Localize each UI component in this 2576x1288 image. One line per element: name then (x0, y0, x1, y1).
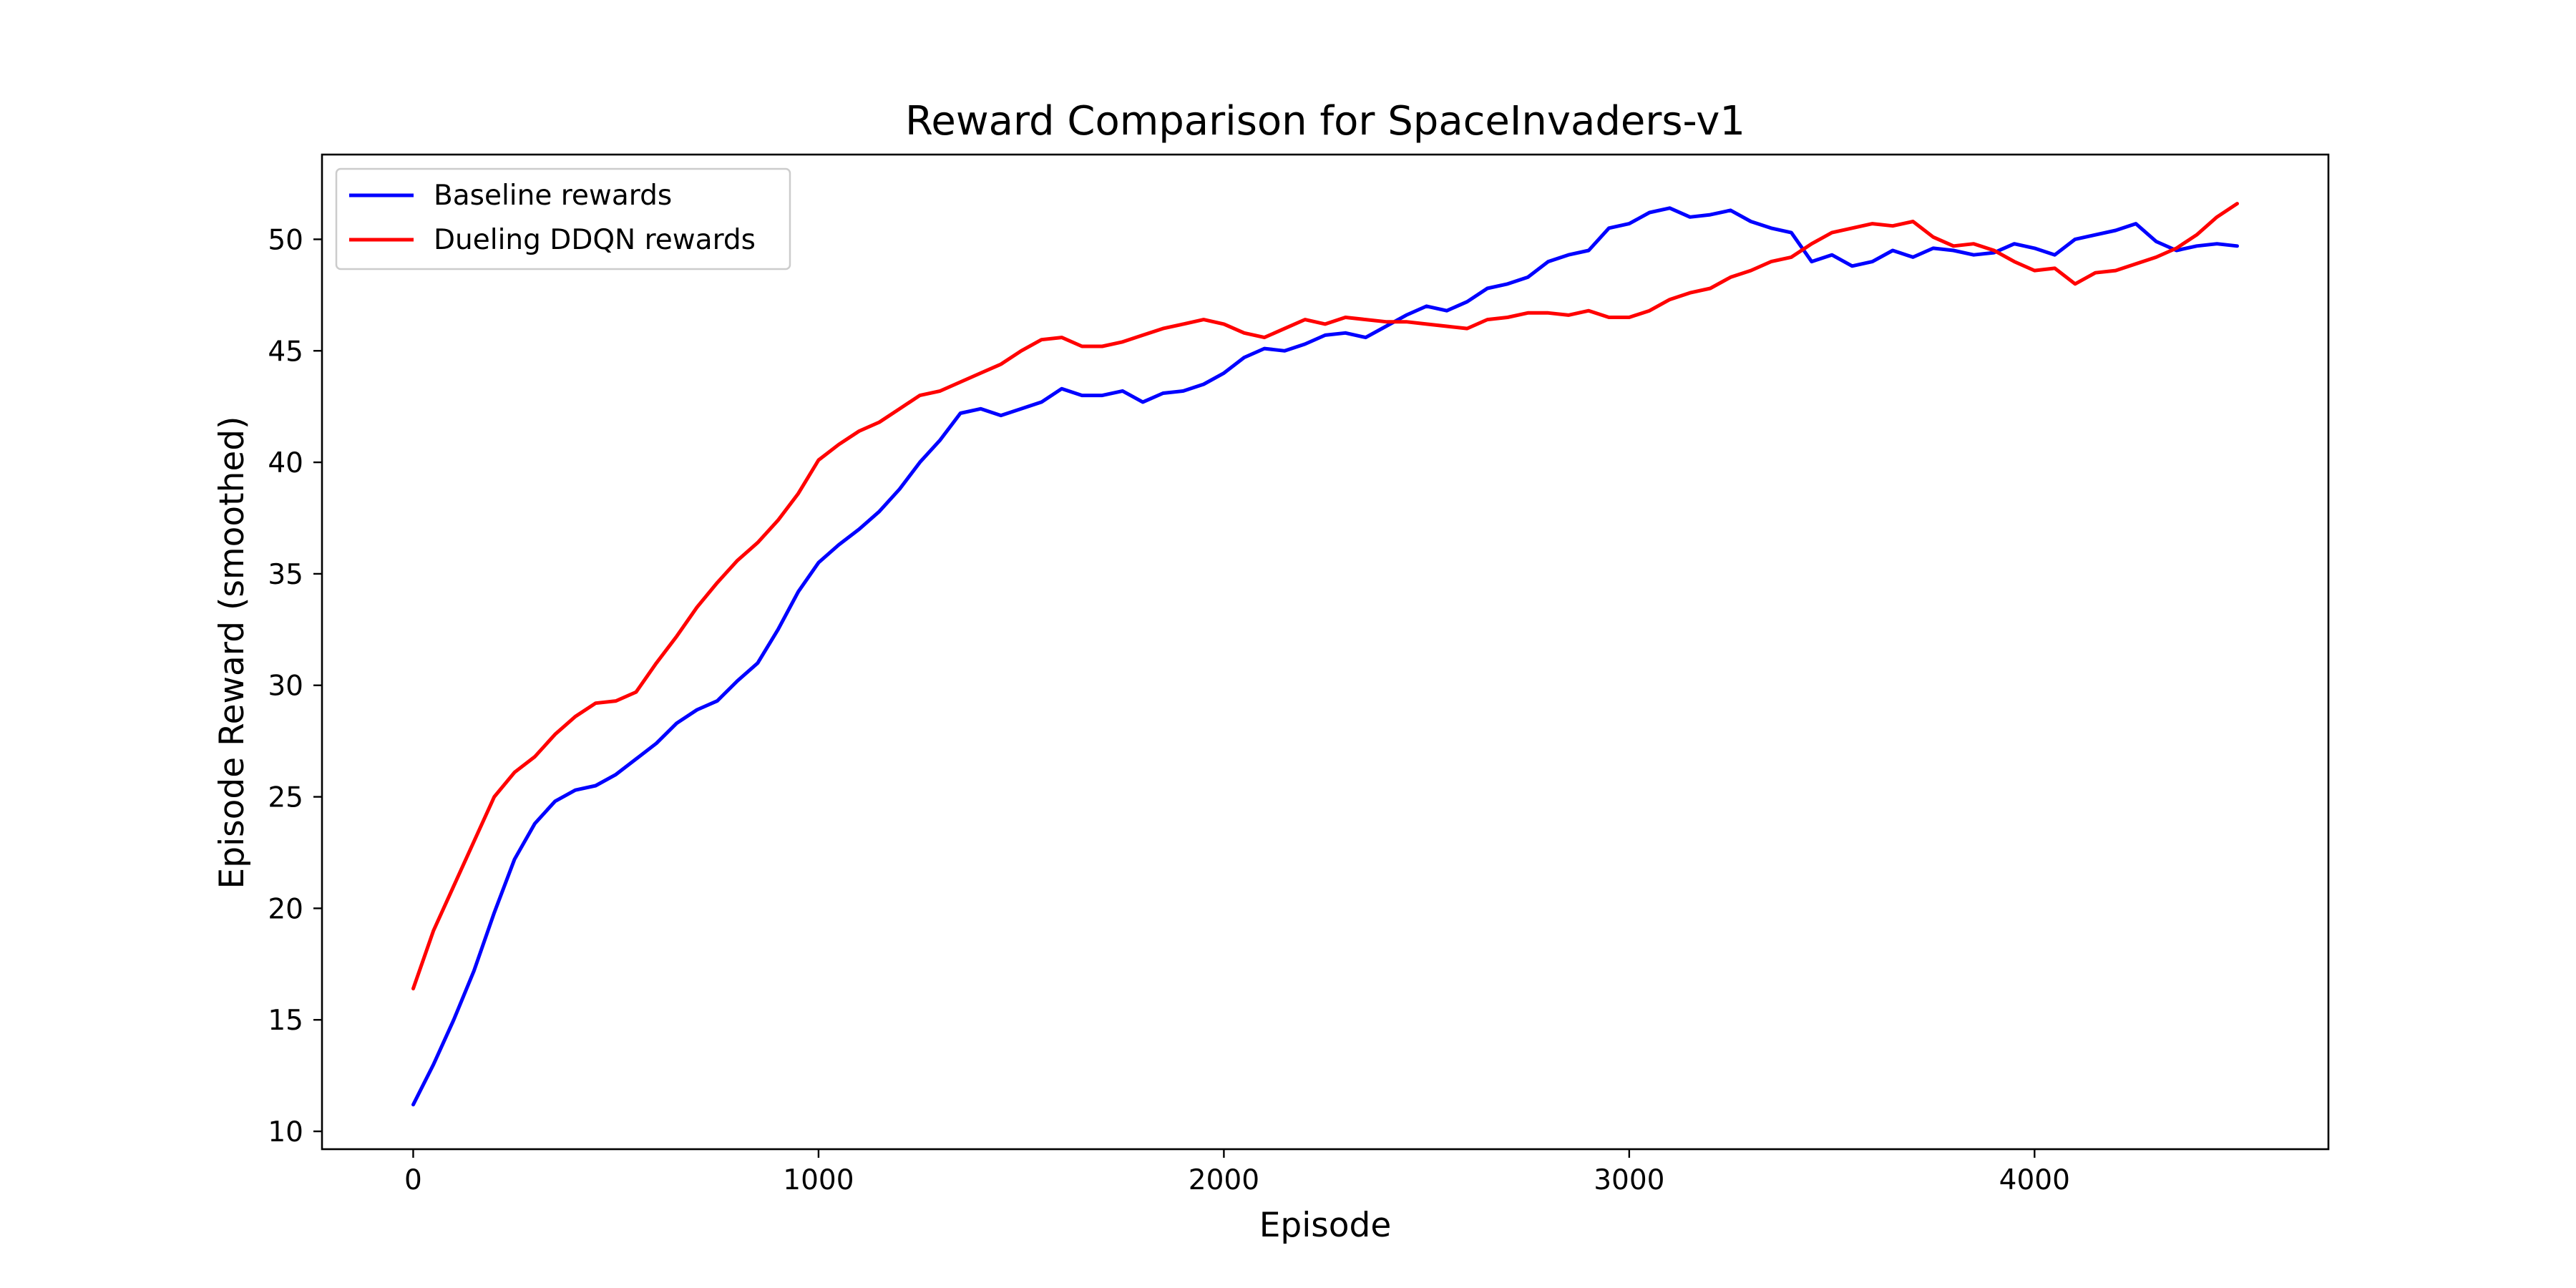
series-line-baseline (411, 206, 2239, 1107)
x-tick-label: 0 (404, 1164, 422, 1196)
y-tick-label: 50 (268, 224, 303, 256)
y-tick-label: 40 (268, 447, 303, 479)
legend-box (335, 167, 791, 270)
y-tick-label: 20 (268, 893, 303, 925)
y-tick-label: 45 (268, 336, 303, 368)
y-tick-label: 15 (268, 1005, 303, 1037)
y-tick-label: 25 (268, 782, 303, 814)
series-layer (411, 202, 2239, 1107)
legend-label-dueling-ddqn: Dueling DDQN rewards (434, 224, 756, 256)
y-tick-label: 35 (268, 559, 303, 591)
legend-label-baseline: Baseline rewards (434, 180, 672, 212)
x-tick-label: 4000 (1999, 1164, 2070, 1196)
x-tick-label: 1000 (783, 1164, 854, 1196)
y-tick-label: 30 (268, 670, 303, 703)
plot-frame (321, 153, 2330, 1151)
x-tick-label: 3000 (1594, 1164, 1664, 1196)
legend: Baseline rewards Dueling DDQN rewards (335, 167, 791, 270)
x-axis-label: Episode (1259, 1206, 1392, 1245)
y-tick-label: 10 (268, 1116, 303, 1148)
y-axis-label: Episode Reward (smoothed) (213, 416, 252, 889)
series-line-dueling-ddqn (411, 202, 2239, 991)
x-tick-label: 2000 (1189, 1164, 1259, 1196)
ticks-layer: 0 1000 2000 3000 4000 10 15 20 25 30 35 40 45 50 (268, 224, 2070, 1196)
chart-title: Reward Comparison for SpaceInvaders-v1 (905, 98, 1745, 145)
